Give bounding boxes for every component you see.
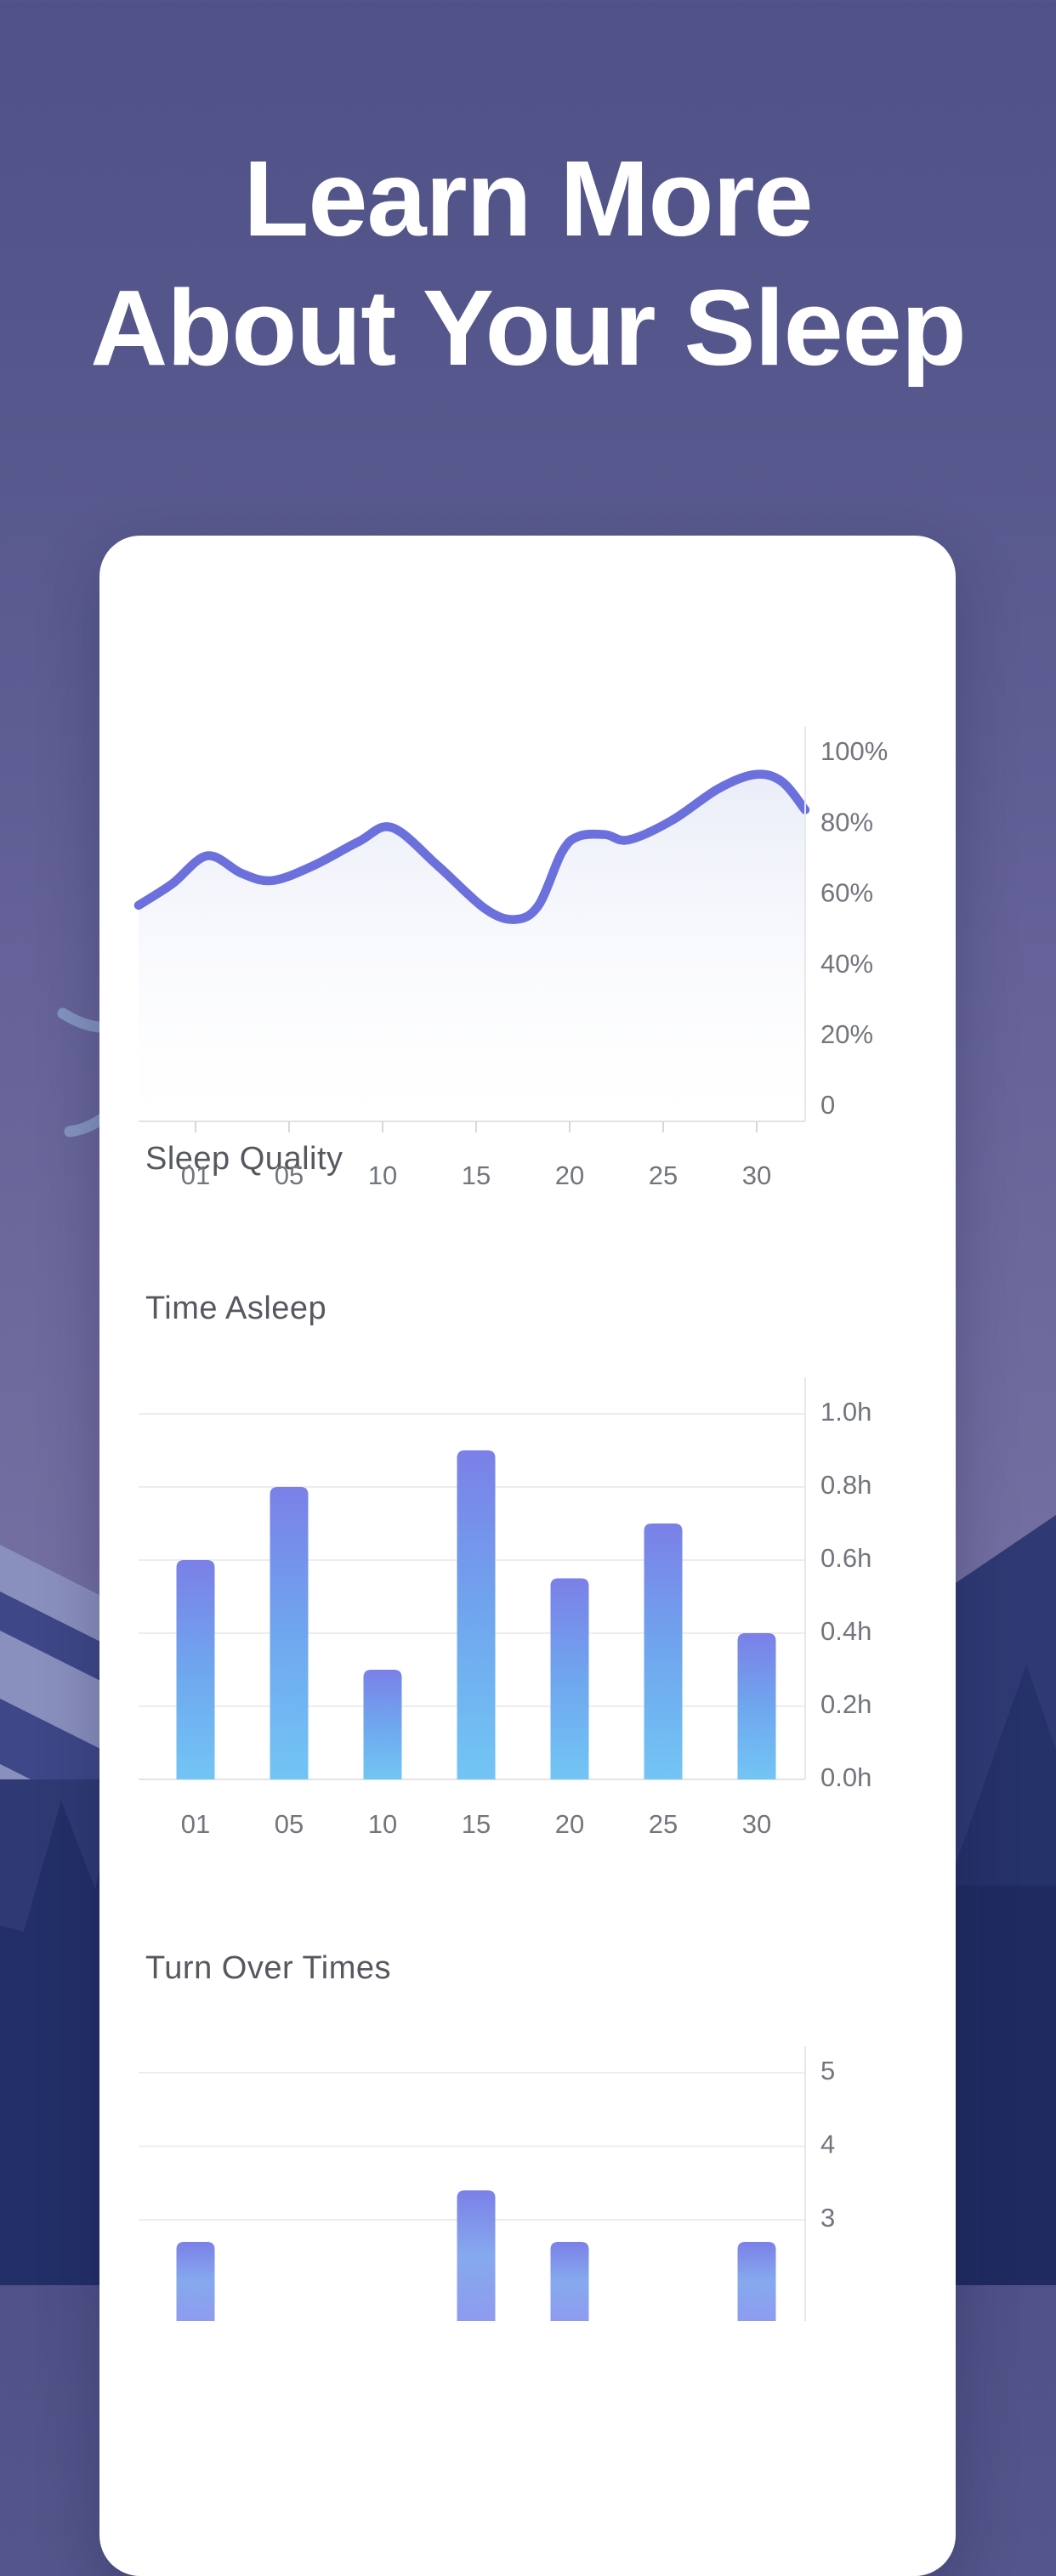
- svg-text:0.2h: 0.2h: [820, 1689, 871, 1719]
- bar-20: [550, 2241, 589, 2321]
- bar-05: [270, 1487, 309, 1779]
- right-mountains: [927, 1515, 1056, 2285]
- svg-text:10: 10: [368, 1809, 397, 1839]
- bar-10: [363, 1670, 402, 1779]
- bar-25: [644, 1523, 683, 1779]
- svg-text:40%: 40%: [820, 949, 873, 979]
- page-title-line2: About Your Sleep: [90, 268, 966, 389]
- svg-text:25: 25: [649, 1809, 678, 1839]
- svg-text:05: 05: [275, 1809, 304, 1839]
- bar-15: [457, 2190, 496, 2321]
- svg-text:30: 30: [742, 1809, 771, 1839]
- quality-line: [133, 769, 810, 924]
- svg-text:30: 30: [742, 1160, 771, 1190]
- sleep-stats-card: Sleep Quality 100% 80% 60% 40% 20% 0 01 05 10 15 2…: [99, 536, 956, 2576]
- page-title: Learn More About Your Sleep: [0, 134, 1056, 394]
- svg-text:25: 25: [649, 1160, 678, 1190]
- background-landscape: [0, 1007, 1056, 2285]
- section-title-time-asleep: Time Asleep: [145, 1291, 327, 1326]
- svg-text:01: 01: [181, 1809, 210, 1839]
- bar-30: [737, 2241, 776, 2321]
- svg-text:80%: 80%: [820, 807, 873, 837]
- bar-01: [176, 2241, 215, 2321]
- page-title-line1: Learn More: [243, 139, 813, 258]
- svg-text:20: 20: [555, 1809, 584, 1839]
- svg-text:100%: 100%: [820, 736, 888, 766]
- bar-01: [176, 1560, 215, 1779]
- svg-text:60%: 60%: [820, 878, 873, 908]
- bar-15: [457, 1450, 496, 1779]
- svg-text:0.6h: 0.6h: [820, 1543, 871, 1573]
- svg-text:15: 15: [462, 1809, 491, 1839]
- bar-30: [737, 1633, 776, 1779]
- svg-text:05: 05: [275, 1160, 304, 1190]
- svg-text:5: 5: [820, 2056, 835, 2085]
- svg-text:20%: 20%: [820, 1019, 873, 1049]
- area-fill: [139, 774, 805, 1121]
- section-title-sleep-quality: Sleep Quality: [145, 1141, 343, 1177]
- turn-over-times-chart: 5 4 3: [139, 2046, 835, 2321]
- svg-text:0.4h: 0.4h: [820, 1616, 871, 1646]
- svg-text:1.0h: 1.0h: [820, 1397, 871, 1427]
- svg-text:4: 4: [820, 2130, 835, 2159]
- sleep-quality-chart: 100% 80% 60% 40% 20% 0 01 05 10 15 20 25 30: [133, 727, 888, 1190]
- svg-text:10: 10: [368, 1160, 397, 1190]
- svg-text:0: 0: [820, 1090, 835, 1120]
- svg-text:0.0h: 0.0h: [820, 1762, 871, 1792]
- svg-text:20: 20: [555, 1160, 584, 1190]
- time-asleep-chart: 1.0h 0.8h 0.6h 0.4h 0.2h 0.0h 01 05 10 15 20 25 30: [139, 1377, 871, 1839]
- svg-text:0.8h: 0.8h: [820, 1470, 871, 1500]
- bar-20: [550, 1578, 589, 1779]
- section-title-turn-over-times: Turn Over Times: [145, 1950, 392, 1986]
- svg-text:01: 01: [181, 1160, 210, 1190]
- svg-text:15: 15: [462, 1160, 491, 1190]
- svg-text:3: 3: [820, 2203, 835, 2233]
